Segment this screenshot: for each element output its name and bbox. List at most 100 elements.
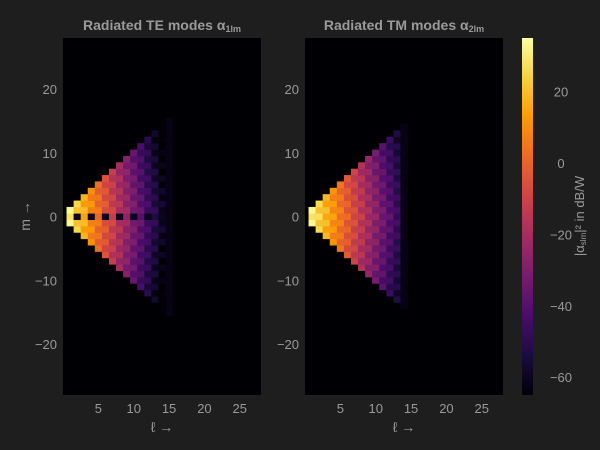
heatmap-cell xyxy=(158,155,166,163)
x-tick-label: 10 xyxy=(368,401,382,416)
heatmap-cell xyxy=(386,149,394,157)
heatmap-cell xyxy=(123,181,131,189)
heatmap-cell xyxy=(379,200,387,208)
heatmap-cell xyxy=(393,226,401,233)
heatmap-cell xyxy=(73,213,81,220)
heatmap-cell xyxy=(158,257,166,265)
heatmap-cell xyxy=(322,206,331,214)
heatmap-cell xyxy=(137,175,145,182)
colorbar: 20 0 −20 −40 −60 |αslm|² in dB/W xyxy=(522,38,588,395)
heatmap-cell xyxy=(393,213,401,220)
heatmap-cell xyxy=(400,124,408,131)
heatmap-cell xyxy=(372,270,380,278)
heatmap-cell xyxy=(151,187,159,195)
heatmap-cell xyxy=(400,226,408,233)
heatmap-cell xyxy=(144,289,152,297)
heatmap-cell xyxy=(365,219,373,227)
heatmap-cell xyxy=(158,175,166,182)
heatmap-cell xyxy=(343,226,352,233)
heatmap-cell xyxy=(358,264,366,271)
heatmap-cell xyxy=(329,200,338,208)
heatmap-cell xyxy=(165,206,173,214)
heatmap-cell xyxy=(144,168,152,176)
heatmap-cell xyxy=(372,238,380,246)
x-tick-label: 5 xyxy=(337,401,344,416)
heatmap-cell xyxy=(322,219,331,227)
heatmap-cell xyxy=(393,270,401,278)
heatmap-cell xyxy=(365,257,373,265)
heatmap-cell xyxy=(386,289,394,297)
colorbar-label-subscript: slm xyxy=(579,232,588,245)
heatmap-cell xyxy=(116,187,124,195)
heatmap-cell xyxy=(116,245,124,252)
heatmap-cell xyxy=(350,232,359,240)
heatmap-cell xyxy=(87,226,96,233)
heatmap-cell xyxy=(137,245,145,252)
heatmap-cell xyxy=(94,226,103,233)
heatmap-cell xyxy=(137,277,145,284)
heatmap-cell xyxy=(165,308,173,316)
heatmap-cell xyxy=(158,213,166,220)
heatmap-cell xyxy=(137,270,145,278)
heatmap-cell xyxy=(165,277,173,284)
heatmap-cell xyxy=(144,162,152,169)
heatmap-cell xyxy=(393,168,401,176)
heatmap-cell xyxy=(73,219,81,227)
heatmap-cell xyxy=(393,175,401,182)
x-tick-label: 25 xyxy=(233,401,247,416)
heatmap-cell xyxy=(400,270,408,278)
heatmap-cell xyxy=(386,162,394,169)
heatmap-cell xyxy=(101,245,110,252)
heatmap-cell xyxy=(66,206,74,214)
heatmap-cell xyxy=(137,238,145,246)
heatmap-cell xyxy=(386,143,394,150)
y-axis-label-te: m → xyxy=(17,201,33,231)
heatmap-cell xyxy=(116,238,124,246)
y-tick-label: −20 xyxy=(35,337,57,352)
heatmap-cell xyxy=(101,251,110,259)
heatmap-cell xyxy=(87,206,96,214)
heatmap-cell xyxy=(372,277,380,284)
colorbar-tick-label: −20 xyxy=(550,227,572,242)
heatmap-cell xyxy=(350,206,359,214)
heatmap-cell xyxy=(137,264,145,271)
heatmap-cell xyxy=(116,264,124,271)
heatmap-cell xyxy=(151,213,159,220)
x-axis-label-te: ℓ → xyxy=(151,419,173,435)
heatmap-cell xyxy=(329,194,338,201)
heatmap-cell xyxy=(343,213,352,220)
heatmap-cell xyxy=(158,226,166,233)
heatmap-cell xyxy=(158,181,166,189)
heatmap-cell xyxy=(386,238,394,246)
heatmap-cell xyxy=(151,257,159,265)
heatmap-cell xyxy=(358,232,366,240)
heatmap-cell xyxy=(165,238,173,246)
heatmap-cell xyxy=(101,175,110,182)
heatmap-cell xyxy=(80,206,89,214)
heatmap-cell xyxy=(158,200,166,208)
heatmap-cell xyxy=(144,194,152,201)
y-tick-labels-tm: −20 −10 0 10 20 xyxy=(277,82,299,352)
heatmap-cell xyxy=(130,206,138,214)
heatmap-cell xyxy=(400,251,408,259)
heatmap-cell xyxy=(116,213,124,220)
heatmap-cell xyxy=(308,206,316,214)
heatmap-cell xyxy=(108,251,117,259)
heatmap-cell xyxy=(151,136,159,144)
heatmap-cell xyxy=(350,213,359,220)
heatmap-cell xyxy=(379,175,387,182)
heatmap-cell xyxy=(80,194,89,201)
heatmap-cell xyxy=(123,219,131,227)
heatmap-cell xyxy=(315,206,323,214)
heatmap-cell xyxy=(322,226,331,233)
heatmap-cell xyxy=(400,277,408,284)
heatmap-cell xyxy=(329,226,338,233)
heatmap-cell xyxy=(130,149,138,157)
heatmap-cell xyxy=(400,302,408,310)
heatmap-cell xyxy=(87,238,96,246)
heatmap-cell xyxy=(116,226,124,233)
heatmap-cell xyxy=(400,232,408,240)
heatmap-cell xyxy=(379,194,387,201)
heatmap-cell xyxy=(393,143,401,150)
